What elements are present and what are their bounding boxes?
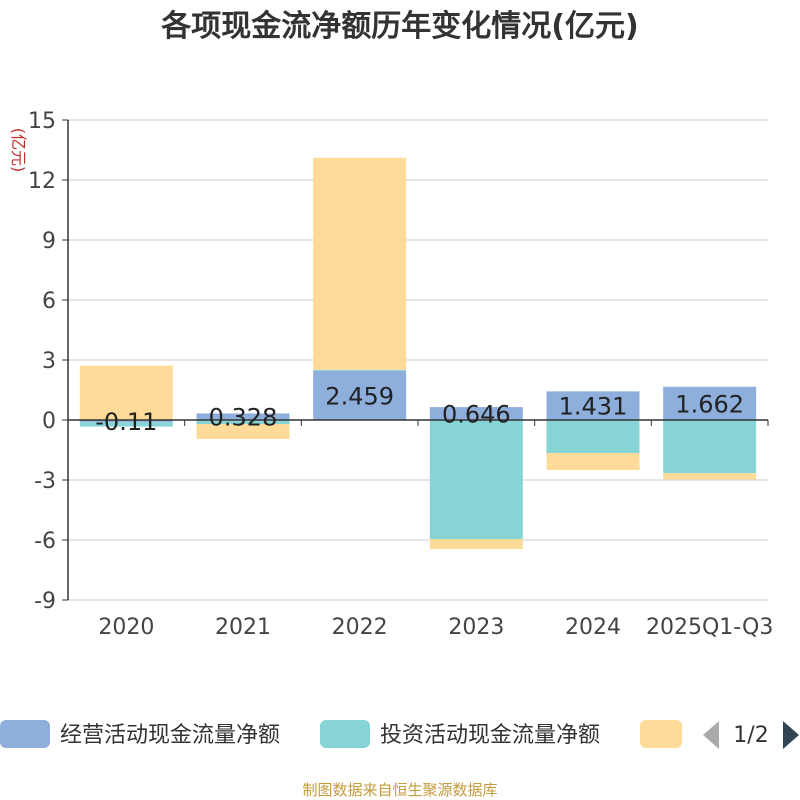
data-label-operating: 0.646	[442, 401, 511, 429]
bar-financing	[546, 453, 640, 470]
chart-title: 各项现金流净额历年变化情况(亿元)	[160, 9, 638, 44]
y-tick-label: 15	[28, 109, 56, 134]
data-source-note: 制图数据来自恒生聚源数据库	[302, 781, 497, 799]
bar-investing	[196, 420, 290, 424]
x-tick-label: 2022	[332, 615, 388, 640]
axis-layer: 15 12 9 6 3 0 -3 -6 -9	[28, 109, 769, 614]
grid-layer	[68, 119, 768, 601]
legend-prev-page-icon[interactable]	[703, 721, 719, 749]
y-tick-label: 3	[42, 349, 56, 374]
legend-label-operating: 经营活动现金流量净额	[60, 723, 280, 748]
bar-financing	[313, 157, 407, 370]
bar-financing	[196, 424, 290, 439]
bar-operating	[313, 370, 407, 420]
y-tick-label: 0	[42, 409, 56, 434]
bar-financing	[79, 365, 173, 420]
data-label-operating: -0.11	[95, 408, 157, 436]
x-tick-label: 2024	[565, 615, 621, 640]
legend-swatch-investing	[320, 720, 370, 748]
y-tick-label: 12	[28, 169, 56, 194]
legend-item-operating[interactable]: 经营活动现金流量净额	[0, 720, 280, 748]
bar-financing	[429, 539, 523, 549]
data-label-operating: 0.328	[209, 404, 278, 432]
legend-swatch-financing	[640, 720, 682, 748]
legend-item-investing[interactable]: 投资活动现金流量净额	[320, 720, 600, 748]
x-tick-label: 2023	[448, 615, 504, 640]
y-tick-label: -3	[34, 469, 56, 494]
y-tick-label: 9	[42, 229, 56, 254]
y-axis-title: (亿元)	[9, 128, 28, 173]
bar-investing	[313, 369, 407, 371]
x-tick-label: 2020	[98, 615, 154, 640]
legend-next-page-icon[interactable]	[783, 721, 799, 749]
bar-operating	[429, 407, 523, 420]
data-label-operating: 2.459	[325, 382, 394, 410]
y-tick-label: -9	[34, 589, 56, 614]
bar-layer	[79, 157, 757, 549]
bar-investing	[79, 422, 173, 427]
data-label-operating: 1.431	[559, 393, 628, 421]
legend-item-financing[interactable]	[640, 720, 682, 748]
legend-label-investing: 投资活动现金流量净额	[380, 723, 600, 748]
legend-page-indicator: 1/2	[733, 723, 768, 748]
bar-financing	[663, 473, 757, 480]
data-label-operating: 1.662	[675, 390, 744, 418]
x-tick-label: 2025Q1-Q3	[646, 615, 773, 640]
bar-operating	[663, 386, 757, 420]
bar-investing	[546, 420, 640, 453]
bar-investing	[429, 420, 523, 539]
label-layer: 2020 -0.11 2021 0.328 2022 2.459 2023 0.646 2024…	[95, 382, 773, 640]
legend-swatch-operating	[0, 720, 50, 748]
bar-operating	[79, 420, 173, 423]
y-tick-label: 6	[42, 289, 56, 314]
x-tick-label: 2021	[215, 615, 271, 640]
bar-operating	[546, 391, 640, 420]
y-tick-label: -6	[34, 529, 56, 554]
bar-investing	[663, 420, 757, 474]
bar-operating	[196, 413, 290, 420]
legend: 经营活动现金流量净额 投资活动现金流量净额 1/2	[0, 720, 799, 749]
